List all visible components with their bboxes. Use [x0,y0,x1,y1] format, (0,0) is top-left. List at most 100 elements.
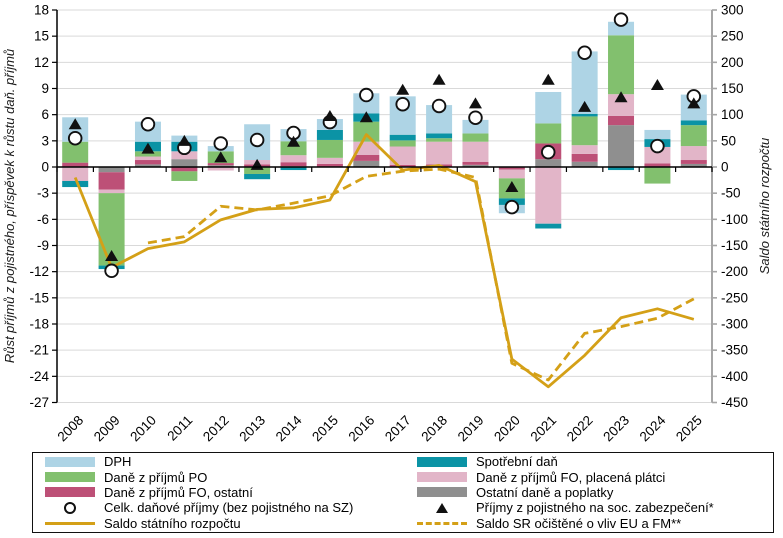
bar-segment [171,171,198,181]
total-tax-revenue-marker [613,12,629,27]
bar-segment [462,164,489,167]
right-axis-tick: 50 [721,133,736,148]
bar-segment [571,113,598,117]
bar-segment [462,161,489,165]
left-axis-tick: -9 [37,238,49,253]
x-axis-year-label: 2024 [637,412,669,444]
legend-item: Daně z příjmů PO [45,470,405,485]
bar-segment [680,163,707,167]
legend-label: Příjmy z pojistného na soc. zabezpečení* [476,500,714,516]
legend-label: Spotřební daň [476,454,558,470]
total-tax-revenue-marker [249,132,265,148]
series-color-swatch [417,472,467,483]
total-tax-revenue-marker [577,45,592,60]
state-budget-balance-line [73,133,695,389]
right-axis-tick: -400 [721,369,748,384]
x-axis-year-label: 2025 [673,413,705,445]
bar-segment [680,146,707,161]
right-axis-tick: 100 [721,107,744,122]
x-axis-year-label: 2016 [346,413,378,445]
left-axis-tick: -24 [29,369,49,384]
right-axis-tick: -350 [721,343,748,358]
total-tax-revenue-marker [104,263,119,279]
legend-item: Daně z příjmů FO, placená plátci [417,470,771,485]
social-security-marker [505,181,519,193]
bar-segment [644,146,671,164]
left-axis-tick: -27 [29,395,49,410]
bar-segment [62,167,89,181]
left-axis-tick: 0 [41,160,49,175]
bar-segment [207,165,234,167]
bar-segment [353,160,380,167]
triangle-marker-icon [436,502,448,513]
x-axis-year-label: 2017 [382,413,414,445]
social-security-marker [396,83,410,95]
bar-segment [426,133,453,139]
bar-segment [280,167,307,171]
social-security-marker [68,118,82,130]
bar-segment [62,162,89,167]
axes: 18 15 12 9 6 3 0 -3 -6 -9 -12 -15 -18 -21 -24 -27 300 250… [29,3,748,445]
bar-segment [608,125,635,167]
left-axis-tick: -6 [37,212,49,227]
gridlines [57,9,712,403]
bar-segment [608,94,635,116]
bar-segment [426,141,453,165]
right-axis-title: Saldo státního rozpočtu [757,138,772,275]
x-axis-year-label: 2021 [528,413,560,445]
bar-segment [316,129,343,140]
left-axis-title: Růst příjmů z pojistného, příspěvek k rů… [2,49,17,363]
x-axis-year-label: 2015 [309,413,341,445]
total-tax-revenue-marker [504,199,520,215]
social-security-marker [468,97,482,109]
total-tax-revenue-marker [140,117,156,132]
bar-segment [134,156,161,161]
social-security-marker [214,151,228,163]
legend-label: DPH [104,454,132,470]
total-tax-revenue-marker [359,87,374,103]
right-axis-tick: -150 [721,238,748,253]
bar-segment [680,160,707,164]
legend-column-right: Spotřební daň Daně z příjmů FO, placená p… [417,454,771,531]
bar-segment [498,167,525,170]
x-axis-year-label: 2018 [418,413,450,445]
bar-segment [680,125,707,147]
bar-segment [207,163,234,166]
right-axis-tick: -450 [721,395,748,410]
social-security-marker [541,73,555,85]
legend-label: Daně z příjmů FO, placená plátci [476,469,666,485]
bar-segment [244,167,271,174]
series-color-swatch [417,456,467,467]
right-axis-tick: 250 [721,29,744,44]
bar-segment [171,151,198,160]
bar-segment [134,164,161,167]
social-security-marker [432,73,446,85]
chart-canvas: 18 15 12 9 6 3 0 -3 -6 -9 -12 -15 -18 -21 -24 -27 300 250… [2,3,772,445]
right-axis-tick: 150 [721,81,744,96]
budget-balance-lines [73,133,695,389]
bar-segment [134,160,161,165]
right-axis-tick: -300 [721,317,748,332]
left-axis-tick: 3 [41,133,49,148]
left-axis-tick: -15 [29,290,49,305]
bar-segment [608,167,635,171]
left-axis-tick: -3 [37,186,49,201]
social-security-marker [287,135,301,147]
x-axis-year-label: 2019 [455,413,487,445]
bar-segment [134,151,161,157]
social-security-marker [177,134,191,146]
bar-segment [535,91,562,124]
bar-segment [353,121,380,142]
series-color-swatch [45,456,95,467]
stacked-bars [62,21,707,270]
dashed-line-swatch [417,521,467,525]
legend-label: Daně z příjmů PO [104,469,208,485]
bar-segment [462,119,489,134]
series-color-swatch [45,487,95,498]
bar-segment [207,167,234,171]
bar-segment [571,145,598,154]
right-axis-tick: -100 [721,212,748,227]
x-axis-year-label: 2022 [564,413,596,445]
legend-item: DPH [45,454,405,469]
